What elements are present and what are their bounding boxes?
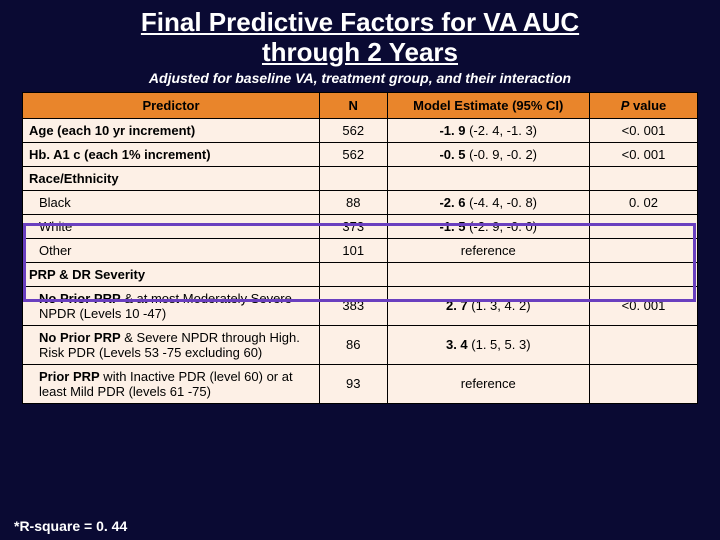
n-cell: 101 <box>320 238 388 262</box>
table-row: Hb. A1 c (each 1% increment)562-0. 5 (-0… <box>23 142 698 166</box>
table-row: No Prior PRP & at most Moderately Severe… <box>23 286 698 325</box>
estimate-cell: 2. 7 (1. 3, 4. 2) <box>387 286 590 325</box>
empty-cell <box>320 262 388 286</box>
pvalue-cell: <0. 001 <box>590 142 698 166</box>
predictor-cell: Black <box>23 190 320 214</box>
predictor-cell: Other <box>23 238 320 262</box>
pvalue-cell: <0. 001 <box>590 286 698 325</box>
predictor-cell: Hb. A1 c (each 1% increment) <box>23 142 320 166</box>
col-n: N <box>320 92 388 118</box>
n-cell: 93 <box>320 364 388 403</box>
n-cell: 86 <box>320 325 388 364</box>
estimate-cell: reference <box>387 364 590 403</box>
n-cell: 373 <box>320 214 388 238</box>
predictor-cell: Age (each 10 yr increment) <box>23 118 320 142</box>
empty-cell <box>590 166 698 190</box>
table-body: Age (each 10 yr increment)562-1. 9 (-2. … <box>23 118 698 403</box>
col-predictor: Predictor <box>23 92 320 118</box>
slide-title: Final Predictive Factors for VA AUC thro… <box>22 8 698 68</box>
predictor-cell: No Prior PRP & at most Moderately Severe… <box>23 286 320 325</box>
pvalue-cell: 0. 02 <box>590 190 698 214</box>
title-line1: Final Predictive Factors for VA AUC <box>141 7 579 37</box>
n-cell: 383 <box>320 286 388 325</box>
n-cell: 88 <box>320 190 388 214</box>
empty-cell <box>320 166 388 190</box>
pvalue-cell <box>590 238 698 262</box>
table-row: Other101reference <box>23 238 698 262</box>
col-estimate: Model Estimate (95% CI) <box>387 92 590 118</box>
estimate-cell: -1. 5 (-2. 9, -0. 0) <box>387 214 590 238</box>
empty-cell <box>387 166 590 190</box>
section-label: Race/Ethnicity <box>23 166 320 190</box>
pvalue-cell <box>590 214 698 238</box>
predictors-table: Predictor N Model Estimate (95% CI) P va… <box>22 92 698 404</box>
estimate-cell: -0. 5 (-0. 9, -0. 2) <box>387 142 590 166</box>
table-row: Age (each 10 yr increment)562-1. 9 (-2. … <box>23 118 698 142</box>
table-row: PRP & DR Severity <box>23 262 698 286</box>
pvalue-cell <box>590 364 698 403</box>
col-pvalue: P value <box>590 92 698 118</box>
table-row: No Prior PRP & Severe NPDR through High.… <box>23 325 698 364</box>
estimate-cell: reference <box>387 238 590 262</box>
predictor-cell: Prior PRP with Inactive PDR (level 60) o… <box>23 364 320 403</box>
predictor-cell: No Prior PRP & Severe NPDR through High.… <box>23 325 320 364</box>
empty-cell <box>387 262 590 286</box>
n-cell: 562 <box>320 118 388 142</box>
table-header-row: Predictor N Model Estimate (95% CI) P va… <box>23 92 698 118</box>
slide: Final Predictive Factors for VA AUC thro… <box>0 0 720 540</box>
pvalue-label: value <box>629 98 666 113</box>
footnote: *R-square = 0. 44 <box>14 518 127 534</box>
table-row: Race/Ethnicity <box>23 166 698 190</box>
pvalue-cell: <0. 001 <box>590 118 698 142</box>
table-row: Prior PRP with Inactive PDR (level 60) o… <box>23 364 698 403</box>
pvalue-cell <box>590 325 698 364</box>
slide-subtitle: Adjusted for baseline VA, treatment grou… <box>22 70 698 86</box>
title-line2: through 2 Years <box>262 37 458 67</box>
table-row: Black88-2. 6 (-4. 4, -0. 8)0. 02 <box>23 190 698 214</box>
table-row: White373-1. 5 (-2. 9, -0. 0) <box>23 214 698 238</box>
predictor-cell: White <box>23 214 320 238</box>
estimate-cell: 3. 4 (1. 5, 5. 3) <box>387 325 590 364</box>
empty-cell <box>590 262 698 286</box>
section-label: PRP & DR Severity <box>23 262 320 286</box>
estimate-cell: -2. 6 (-4. 4, -0. 8) <box>387 190 590 214</box>
estimate-cell: -1. 9 (-2. 4, -1. 3) <box>387 118 590 142</box>
n-cell: 562 <box>320 142 388 166</box>
